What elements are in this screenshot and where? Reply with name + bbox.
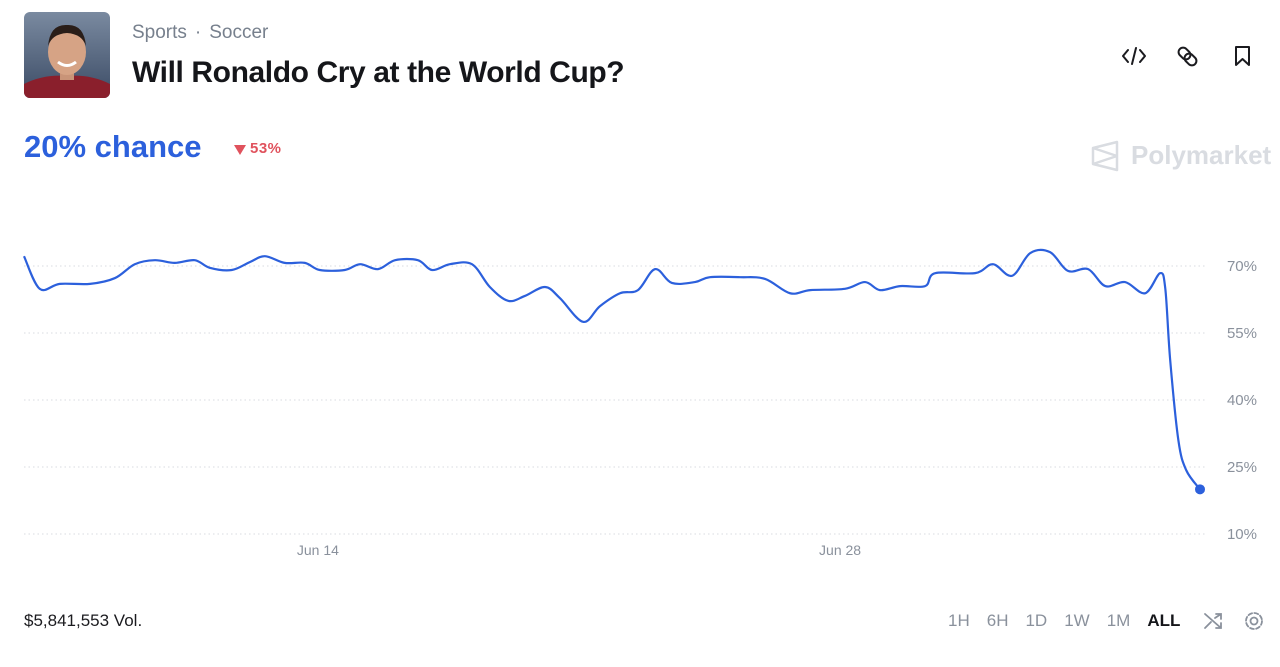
price-line — [22, 248, 1201, 491]
range-button[interactable]: 1D — [1025, 611, 1048, 630]
embed-button[interactable] — [1122, 47, 1146, 65]
breadcrumb-link[interactable]: Soccer — [209, 22, 269, 43]
range-button[interactable]: 1W — [1064, 611, 1090, 630]
range-button[interactable]: 6H — [986, 611, 1009, 630]
bookmark-button[interactable] — [1235, 46, 1250, 66]
chance: 20% chance — [24, 129, 202, 164]
y-tick-label: 55% — [1227, 325, 1257, 342]
brand: Polymarket — [1131, 140, 1272, 170]
market-title: Will Ronaldo Cry at the World Cup? — [132, 56, 625, 89]
down-arrow — [234, 145, 246, 155]
chart-controls — [1204, 612, 1263, 630]
y-tick-label: 70% — [1227, 258, 1257, 275]
avatar — [24, 12, 110, 98]
x-tick-label: Jun 14 — [297, 542, 339, 558]
range-button[interactable]: 1H — [948, 611, 970, 630]
current-point — [1195, 484, 1205, 495]
x-tick-label: Jun 28 — [819, 542, 861, 558]
chart: 10% 25% 40% 55% 70% Jun 14 Jun 28 — [22, 248, 1257, 558]
settings-button[interactable] — [1245, 612, 1263, 630]
volume: $5,841,553 Vol. — [24, 611, 143, 630]
y-tick-label: 25% — [1227, 459, 1257, 476]
y-tick-label: 40% — [1227, 392, 1257, 409]
shuffle-button[interactable] — [1204, 613, 1222, 629]
brand-logo — [1091, 140, 1119, 172]
change: 53% — [250, 140, 282, 157]
link-button[interactable] — [1177, 46, 1199, 68]
header-actions — [1122, 46, 1250, 68]
breadcrumb-link[interactable]: Sports — [132, 22, 187, 43]
range-selector: 1H 6H 1D 1W 1M ALL — [948, 611, 1197, 631]
breadcrumb: Sports · Soccer — [132, 22, 269, 43]
range-button[interactable]: 1M — [1106, 611, 1131, 630]
range-button[interactable]: ALL — [1147, 611, 1181, 630]
y-tick-label: 10% — [1227, 526, 1257, 543]
